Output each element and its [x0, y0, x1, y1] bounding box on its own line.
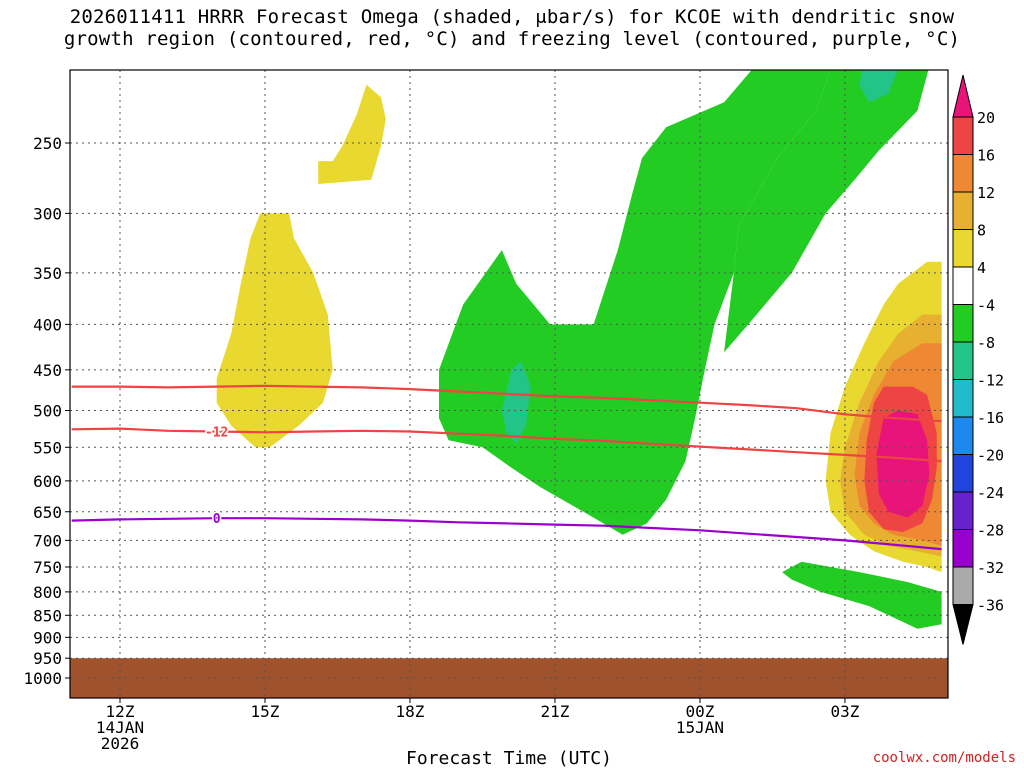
grid-lines: [70, 70, 948, 698]
x-axis-label: Forecast Time (UTC): [406, 748, 612, 768]
colorbar-label: -36: [977, 597, 1004, 615]
colorbar-bin: [952, 491, 974, 530]
colorbar-bin: [952, 191, 974, 230]
temperature-contours: -12 0: [71, 384, 942, 551]
colorbar-label: 16: [977, 147, 995, 165]
title-line-1: 2026011411 HRRR Forecast Omega (shaded, …: [69, 6, 955, 28]
x-tick-label: 2026: [101, 734, 140, 753]
contour-freezing-level: [71, 517, 942, 551]
x-tick-label: 18Z: [396, 702, 425, 721]
y-tick-label: 1000: [23, 669, 62, 688]
colorbar-label: -32: [977, 559, 1004, 577]
region-rise-teal-b: [859, 70, 898, 103]
y-tick-label: 300: [33, 204, 62, 223]
colorbar-label: -8: [977, 334, 995, 352]
colorbar-label: -4: [977, 297, 995, 315]
colorbar-bin: [952, 304, 974, 343]
colorbar-bin: [952, 154, 974, 193]
colorbar-label: 20: [977, 109, 995, 127]
plot-area: -12 0: [70, 70, 948, 698]
colorbar-bin: [952, 229, 974, 268]
region-sink-yellow-a: [216, 213, 333, 448]
colorbar-top-arrow: [952, 74, 974, 118]
region-rise-green-lower: [782, 561, 942, 629]
colorbar-bin: [952, 266, 974, 305]
colorbar-label: 8: [977, 222, 986, 240]
colorbar-bin: [952, 529, 974, 568]
plot-frame: [69, 69, 949, 699]
y-tick-label: 800: [33, 583, 62, 602]
x-tick-label: 15Z: [251, 702, 280, 721]
colorbar-label: -16: [977, 409, 1004, 427]
region-rise-green-upper: [724, 70, 929, 353]
y-tick-label: 700: [33, 531, 62, 550]
x-tick-label: 21Z: [541, 702, 570, 721]
colorbar-bin: [952, 341, 974, 380]
colorbar-bottom-arrow: [952, 604, 974, 645]
y-tick-label: 900: [33, 628, 62, 647]
colorbar-label: -20: [977, 447, 1004, 465]
y-tick-label: 850: [33, 606, 62, 625]
y-tick-label: 750: [33, 558, 62, 577]
colorbar-label: -12: [977, 372, 1004, 390]
x-tick-label: 03Z: [830, 702, 859, 721]
credit-text: coolwx.com/models: [873, 750, 1016, 766]
x-tick-label: 00Z: [686, 702, 715, 721]
contour-label-freezing-level: 0: [213, 512, 221, 527]
y-tick-label: 550: [33, 438, 62, 457]
region-sink-yellow-b: [318, 84, 386, 184]
x-tick-label: 12Z: [106, 702, 135, 721]
x-tick-label: 14JAN: [96, 718, 144, 737]
colorbar-label: -24: [977, 484, 1004, 502]
colorbar-bin: [952, 566, 974, 605]
colorbar-label: 12: [977, 184, 995, 202]
contour-label-dgz-bottom: -12: [205, 426, 228, 441]
colorbar-bin: [952, 454, 974, 493]
y-tick-label: 950: [33, 649, 62, 668]
region-rise-green-main: [439, 70, 831, 535]
omega-shading: [216, 70, 942, 629]
region-rise-teal-a: [501, 361, 531, 444]
colorbar: 20 16 12 8 4 -4 -8 -12 -16 -20 -24 -28 -32 -36: [952, 74, 1004, 645]
chart-title: 2026011411 HRRR Forecast Omega (shaded, …: [0, 6, 1024, 50]
y-tick-label: 450: [33, 361, 62, 380]
colorbar-bin: [952, 116, 974, 155]
colorbar-bin: [952, 379, 974, 418]
colorbar-label: 4: [977, 259, 986, 277]
y-tick-label: 250: [33, 134, 62, 153]
pressure-axis: 250 300 350 400 450 500 550 600 650 700 750 800 850 9…: [23, 134, 70, 688]
contour-dgz-bottom: [71, 427, 942, 463]
y-tick-label: 400: [33, 315, 62, 334]
region-sink-magenta: [876, 410, 930, 518]
y-tick-label: 650: [33, 503, 62, 522]
x-tick-label: 15JAN: [676, 718, 724, 737]
colorbar-bin: [952, 416, 974, 455]
y-tick-label: 600: [33, 472, 62, 491]
contour-dgz-top: [71, 384, 942, 423]
colorbar-label: -28: [977, 522, 1004, 540]
y-tick-label: 500: [33, 402, 62, 421]
y-tick-label: 350: [33, 264, 62, 283]
title-line-2: growth region (contoured, red, °C) and f…: [63, 28, 961, 50]
